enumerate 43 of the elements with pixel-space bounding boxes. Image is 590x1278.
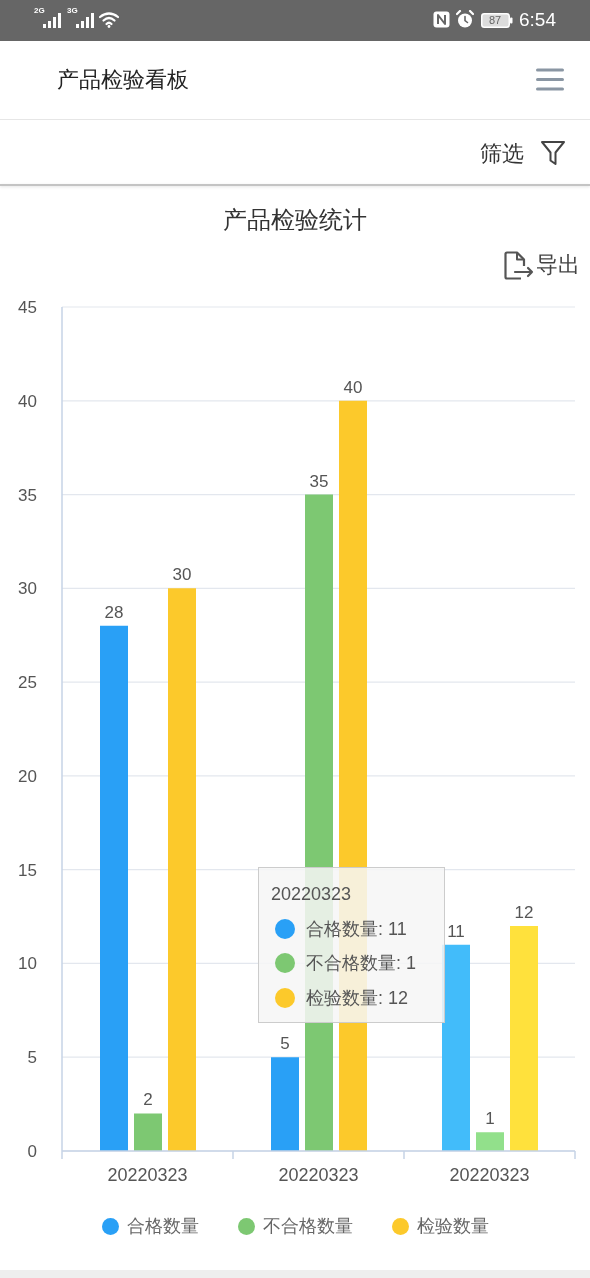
chart-title: 产品检验统计 [223,206,367,233]
annotation: 合格数量: 11 [306,917,407,941]
bar [271,1057,299,1151]
bar [168,588,196,1151]
data-label: 35 [309,471,329,491]
bar [442,944,470,1151]
legend-label: 检验数量 [416,1215,489,1238]
y-tick-label: 15 [18,860,37,880]
bar [100,625,128,1151]
text: 6:54 [519,8,556,32]
y-tick-label: 0 [27,1142,37,1162]
x-tick-label: 20220323 [278,1165,359,1185]
text: 导出 [536,251,580,279]
x-tick-label: 20220323 [449,1165,530,1185]
y-tick-label: 25 [18,673,37,693]
bar [510,925,538,1151]
data-label: 28 [104,602,124,622]
legend-label: 合格数量 [126,1215,199,1238]
annotation: 不合格数量: 1 [306,952,417,976]
data-label: 11 [447,921,465,941]
data-label: 2 [143,1090,153,1110]
bar [134,1113,162,1151]
y-tick-label: 5 [27,1048,37,1068]
x-tick-label: 20220323 [107,1165,188,1185]
annotation: 检验数量: 12 [306,986,409,1010]
text: 产品检验看板 [57,66,189,94]
y-tick-label: 40 [18,391,37,411]
data-label: 40 [343,377,363,397]
text: 筛选 [480,140,524,168]
text: 2G [34,6,45,16]
y-tick-label: 30 [18,579,37,599]
annotation: 20220323 [271,884,352,904]
data-label: 30 [172,565,192,585]
y-tick-label: 10 [18,954,37,974]
text: 3G [67,6,78,16]
data-label: 1 [485,1109,495,1129]
y-tick-label: 45 [18,298,37,318]
y-tick-label: 20 [18,766,37,786]
y-tick-label: 35 [18,485,37,505]
legend-label: 不合格数量 [262,1215,353,1238]
data-label: 5 [280,1034,290,1054]
bar [476,1132,504,1151]
data-label: 12 [514,902,534,922]
